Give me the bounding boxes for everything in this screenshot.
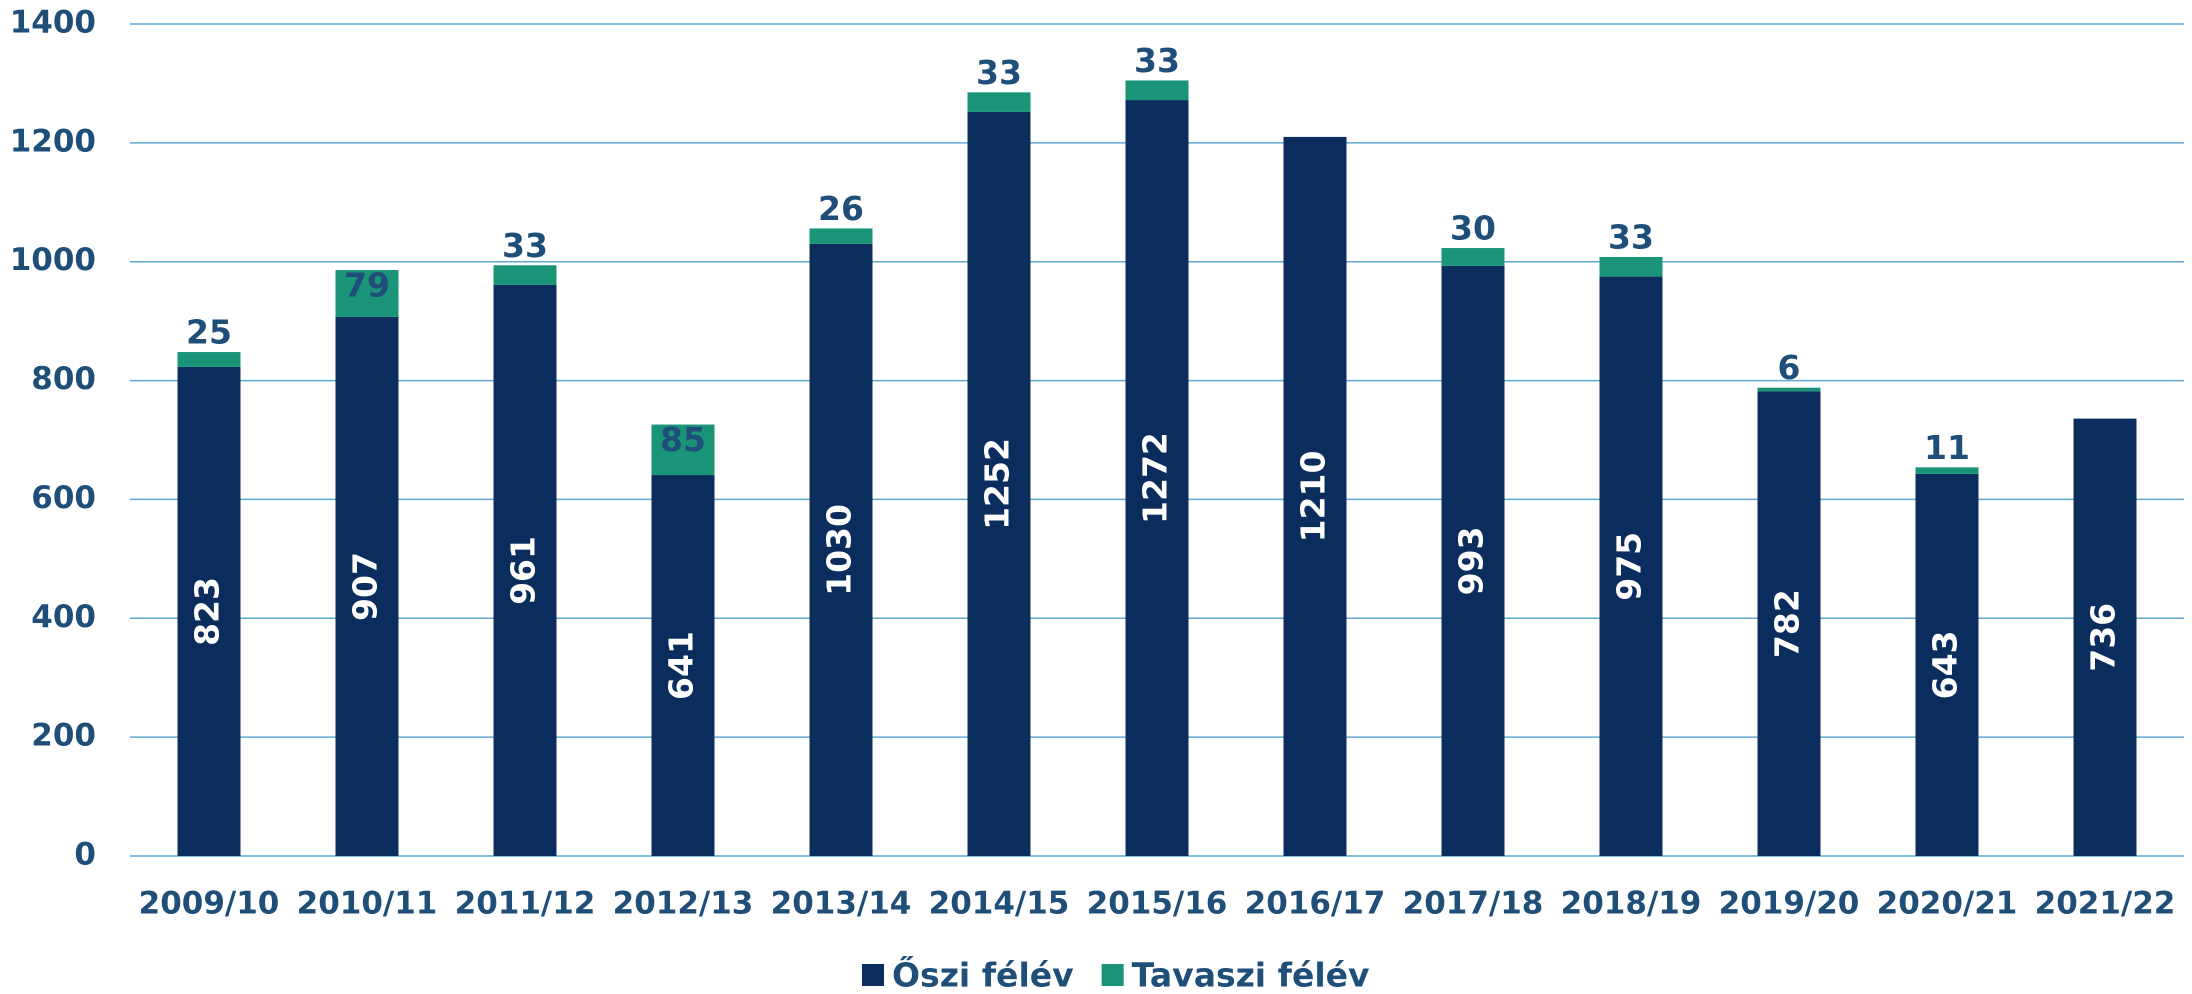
value-label: 33 xyxy=(976,53,1022,92)
bar-segment xyxy=(809,243,873,856)
value-label: 1272 xyxy=(1136,432,1175,524)
bar-segment xyxy=(1915,473,1979,856)
x-tick-label: 2009/10 xyxy=(139,886,280,922)
bar-segment xyxy=(967,111,1031,856)
bar-segment xyxy=(967,92,1031,112)
bar-segment xyxy=(1599,256,1663,277)
y-tick-label: 600 xyxy=(31,480,96,516)
value-label: 782 xyxy=(1768,589,1807,658)
y-tick-label: 1400 xyxy=(10,5,96,41)
legend-label: Tavaszi félév xyxy=(1132,956,1370,994)
x-tick-label: 2016/17 xyxy=(1245,886,1386,922)
legend-swatch xyxy=(1101,964,1124,986)
bar-segment xyxy=(335,316,399,856)
bar-segment xyxy=(651,424,715,476)
bar-segment xyxy=(1283,136,1347,856)
value-label: 30 xyxy=(1450,209,1496,248)
value-label: 11 xyxy=(1924,428,1970,467)
value-label: 643 xyxy=(1926,630,1965,699)
value-label: 1030 xyxy=(820,504,859,596)
value-label: 961 xyxy=(504,536,543,605)
bar-segment xyxy=(1125,100,1189,856)
value-label: 25 xyxy=(186,313,232,352)
y-tick-label: 800 xyxy=(31,361,96,397)
x-tick-label: 2015/16 xyxy=(1087,886,1228,922)
value-label: 26 xyxy=(818,189,864,228)
value-label: 975 xyxy=(1610,532,1649,601)
bar-segment xyxy=(651,475,715,856)
y-tick-label: 400 xyxy=(31,599,96,635)
legend-swatch xyxy=(862,964,884,986)
x-tick-label: 2021/22 xyxy=(2035,886,2176,922)
bar-segment xyxy=(1441,265,1505,857)
bar-segment xyxy=(335,270,399,317)
y-tick-label: 1200 xyxy=(10,123,96,159)
y-tick-label: 1000 xyxy=(10,242,96,278)
bar-segment xyxy=(1599,276,1663,857)
legend-label: Őszi félév xyxy=(892,955,1074,994)
value-label: 33 xyxy=(1608,217,1654,256)
value-label: 1252 xyxy=(978,438,1017,530)
value-label: 33 xyxy=(502,226,548,265)
bar-segment xyxy=(493,284,557,856)
x-tick-label: 2017/18 xyxy=(1403,886,1544,922)
y-tick-label: 0 xyxy=(74,837,96,873)
bar-segment xyxy=(2073,418,2137,856)
value-label: 736 xyxy=(2084,603,2123,672)
x-tick-label: 2012/13 xyxy=(613,886,754,922)
x-tick-label: 2014/15 xyxy=(929,886,1070,922)
x-tick-label: 2018/19 xyxy=(1561,886,1702,922)
value-label: 823 xyxy=(188,577,227,646)
bar-segment xyxy=(493,265,557,285)
value-label: 33 xyxy=(1134,41,1180,80)
x-tick-label: 2010/11 xyxy=(297,886,438,922)
bar-segment xyxy=(1125,80,1189,101)
bar-segment xyxy=(177,352,241,367)
x-tick-label: 2019/20 xyxy=(1719,886,1860,922)
x-tick-label: 2020/21 xyxy=(1877,886,2018,922)
value-label: 1210 xyxy=(1294,451,1333,543)
x-tick-label: 2011/12 xyxy=(455,886,596,922)
bar-segment xyxy=(1441,248,1505,266)
value-label: 641 xyxy=(662,631,701,700)
value-label: 907 xyxy=(346,552,385,621)
bar-segment xyxy=(1757,387,1821,392)
bar-segment xyxy=(1915,467,1979,474)
bar-segment xyxy=(1757,391,1821,856)
bar-segment xyxy=(177,366,241,856)
value-label: 79 xyxy=(344,266,390,305)
bar-segment xyxy=(809,228,873,244)
value-label: 6 xyxy=(1778,348,1801,387)
value-label: 85 xyxy=(660,420,706,459)
x-tick-label: 2013/14 xyxy=(771,886,912,922)
y-tick-label: 200 xyxy=(31,718,96,754)
value-label: 993 xyxy=(1452,526,1491,595)
